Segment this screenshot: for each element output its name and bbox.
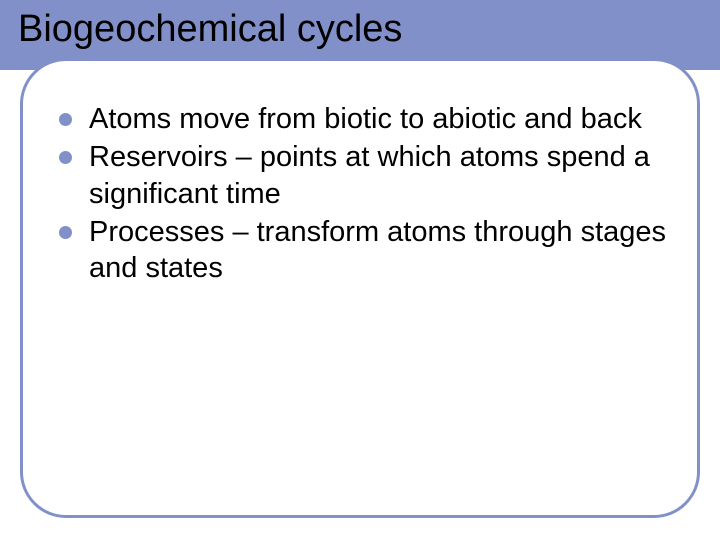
bullet-text: Processes – transform atoms through stag… [89, 216, 666, 284]
content-box: Atoms move from biotic to abiotic and ba… [20, 58, 700, 518]
bullet-text: Atoms move from biotic to abiotic and ba… [89, 103, 642, 135]
bullet-text: Reservoirs – points at which atoms spend… [89, 141, 650, 209]
bullet-dot-icon [59, 226, 72, 239]
bullet-dot-icon [59, 151, 72, 164]
bullet-item: Processes – transform atoms through stag… [59, 214, 669, 287]
bullet-item: Atoms move from biotic to abiotic and ba… [59, 101, 669, 137]
slide-title: Biogeochemical cycles [18, 8, 402, 51]
bullet-item: Reservoirs – points at which atoms spend… [59, 139, 669, 212]
bullet-list: Atoms move from biotic to abiotic and ba… [59, 101, 669, 288]
bullet-dot-icon [59, 113, 72, 126]
